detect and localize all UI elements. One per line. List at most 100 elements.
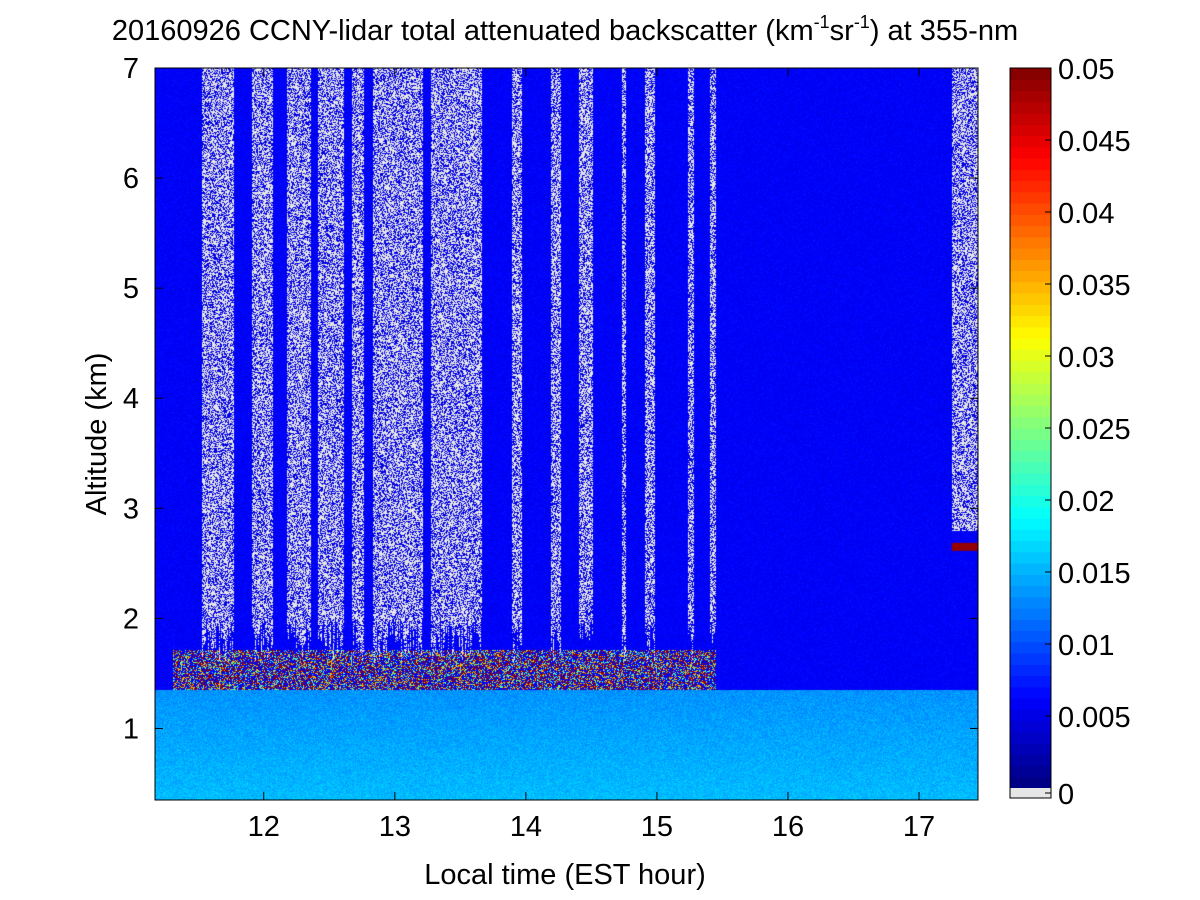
colorbar-segment (1010, 90, 1051, 103)
x-tick-label: 15 (641, 811, 673, 843)
colorbar-segment (1010, 506, 1051, 519)
y-tick-label: 6 (123, 163, 139, 195)
colorbar-segment (1010, 416, 1051, 429)
colorbar-segment (1010, 484, 1051, 497)
colorbar-segment (1010, 394, 1051, 407)
colorbar-tick-label: 0.05 (1058, 54, 1114, 86)
title-mid: sr (830, 15, 855, 47)
colorbar-segment (1010, 664, 1051, 677)
colorbar-ticks: 0 0.005 0.01 0.015 0.02 0.025 0.03 0.035 0.04 0.0… (1045, 54, 1131, 811)
colorbar-segment (1010, 214, 1051, 227)
colorbar-segment (1010, 113, 1051, 125)
colorbar-tick-label: 0.035 (1058, 270, 1131, 302)
colorbar-segment (1010, 405, 1051, 418)
colorbar-segment (1010, 248, 1051, 260)
colorbar-segment (1010, 371, 1051, 384)
title-sup2: -1 (854, 12, 870, 32)
x-tick-label: 17 (903, 811, 935, 843)
colorbar-segment (1010, 158, 1051, 170)
colorbar-segment (1010, 79, 1051, 92)
colorbar-segment (1010, 709, 1051, 722)
y-tick-label: 1 (123, 713, 139, 745)
y-axis-label: Altitude (km) (81, 353, 113, 516)
x-tick-label: 16 (772, 811, 804, 843)
colorbar-segment (1010, 585, 1051, 598)
colorbar-segment (1010, 203, 1051, 215)
colorbar-segment (1010, 101, 1051, 114)
colorbar-segment (1010, 281, 1051, 294)
colorbar-segment (1010, 236, 1051, 249)
colorbar-segment (1010, 641, 1051, 654)
y-tick-label: 5 (123, 273, 139, 305)
colorbar-segment (1010, 315, 1051, 328)
colorbar-segment (1010, 191, 1051, 204)
colorbar-segment (1010, 731, 1051, 744)
colorbar-segment (1010, 124, 1051, 137)
colorbar-segment (1010, 675, 1051, 688)
x-axis-label: Local time (EST hour) (424, 859, 706, 891)
y-tick-label: 3 (123, 493, 139, 525)
title-sup1: -1 (814, 12, 830, 32)
colorbar-segment (1010, 169, 1051, 182)
colorbar-below-range (1010, 788, 1051, 798)
y-tick-label: 7 (123, 53, 139, 85)
colorbar-segment (1010, 259, 1051, 272)
colorbar-segment (1010, 439, 1051, 452)
colorbar-segment (1010, 698, 1051, 710)
colorbar-segment (1010, 135, 1051, 148)
colorbar-segment (1010, 720, 1051, 733)
colorbar-segment (1010, 270, 1051, 283)
title-main: 20160926 CCNY-lidar total attenuated bac… (112, 15, 814, 47)
colorbar-segment (1010, 776, 1051, 789)
colorbar-segment (1010, 461, 1051, 474)
colorbar-tick-label: 0.02 (1058, 486, 1114, 518)
colorbar-segment (1010, 326, 1051, 339)
colorbar-segment (1010, 529, 1051, 542)
colorbar-segment (1010, 68, 1051, 80)
chart-title-text: 20160926 CCNY-lidar total attenuated bac… (112, 12, 1018, 47)
plot-frame (154, 67, 979, 801)
colorbar-segment (1010, 338, 1051, 350)
colorbar-tick-label: 0.015 (1058, 558, 1131, 590)
y-tick-label: 4 (123, 383, 139, 415)
colorbar-segment (1010, 743, 1051, 755)
chart-title: 20160926 CCNY-lidar total attenuated bac… (0, 8, 1200, 52)
colorbar-segment (1010, 619, 1051, 632)
colorbar-segment (1010, 540, 1051, 553)
colorbar-segment (1010, 630, 1051, 643)
colorbar-segment (1010, 653, 1051, 665)
colorbar-tick-label: 0 (1058, 779, 1074, 811)
colorbar-segment (1010, 473, 1051, 485)
colorbar-tick-label: 0.005 (1058, 702, 1131, 734)
x-tick-label: 14 (510, 811, 542, 843)
colorbar-segment (1010, 450, 1051, 463)
colorbar-segment (1010, 563, 1051, 575)
colorbar-segment (1010, 146, 1051, 159)
colorbar-segment (1010, 551, 1051, 564)
colorbar-segment (1010, 596, 1051, 609)
colorbar-tick-label: 0.04 (1058, 198, 1114, 230)
x-tick-label: 13 (379, 811, 411, 843)
colorbar-tick-label: 0.01 (1058, 630, 1114, 662)
colorbar-segment (1010, 349, 1051, 362)
colorbar-segment (1010, 495, 1051, 508)
colorbar-segment (1010, 765, 1051, 778)
colorbar-segment (1010, 686, 1051, 699)
x-tick-label: 12 (248, 811, 280, 843)
colorbar-segment (1010, 225, 1051, 238)
colorbar-tick-label: 0.03 (1058, 342, 1114, 374)
colorbar-segment (1010, 304, 1051, 317)
y-tick-label: 2 (123, 603, 139, 635)
colorbar-segment (1010, 428, 1051, 440)
colorbar-segment (1010, 518, 1051, 530)
colorbar-tick-label: 0.025 (1058, 414, 1131, 446)
colorbar-segment (1010, 383, 1051, 395)
colorbar-segment (1010, 574, 1051, 587)
x-axis-ticks: 12 13 14 15 16 17 (248, 68, 935, 843)
colorbar-tick-label: 0.045 (1058, 126, 1131, 158)
title-tail: ) at 355-nm (870, 15, 1018, 47)
colorbar-segment (1010, 360, 1051, 373)
colorbar-segment (1010, 754, 1051, 767)
colorbar-segment (1010, 293, 1051, 305)
